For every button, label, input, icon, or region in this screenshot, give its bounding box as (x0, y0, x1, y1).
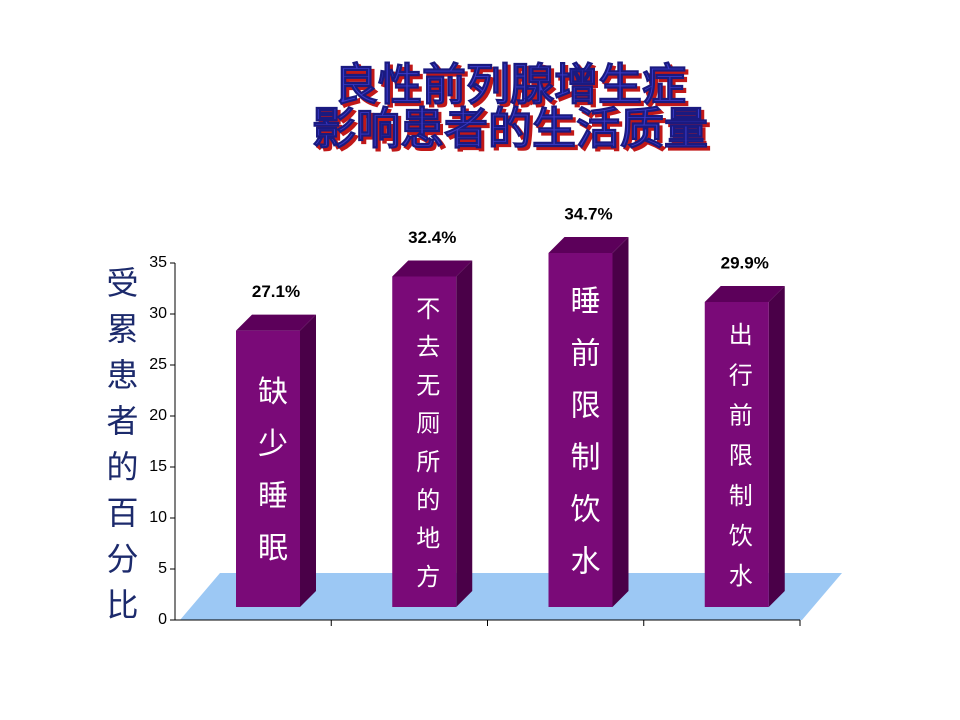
bar-face (704, 302, 769, 607)
y-tick-label: 10 (149, 509, 167, 526)
floor (180, 573, 842, 620)
y-axis-label: 受累患者的百分比 (102, 266, 140, 634)
bar-face (300, 314, 316, 607)
y-tick-label: 35 (149, 254, 167, 271)
bar-face (548, 237, 629, 254)
category-label: 不去无厕所的地方 (412, 296, 440, 602)
value-label: 32.4% (408, 228, 456, 247)
bar-face (548, 253, 613, 607)
chart-title: 影响患者的生活质量 (312, 105, 708, 154)
bar-face (392, 276, 457, 607)
category-label: 缺少睡眠 (252, 376, 288, 584)
y-tick-label: 5 (158, 560, 167, 577)
y-tick-label: 15 (149, 458, 167, 475)
y-tick-label: 0 (158, 611, 167, 628)
chart-title: 良性前列腺增生症 (334, 61, 686, 110)
bar-face (236, 314, 316, 331)
y-tick-label: 20 (149, 407, 167, 424)
bar-face (704, 286, 785, 303)
y-tick-label: 25 (149, 356, 167, 373)
bar-face (456, 260, 473, 607)
bar-face (768, 286, 785, 607)
bar-face (392, 260, 473, 277)
bar (548, 237, 629, 607)
category-label: 出行前限制饮水 (724, 322, 752, 603)
category-label: 睡前限制饮水 (565, 285, 601, 597)
value-label: 27.1% (252, 282, 300, 301)
value-label: 29.9% (721, 254, 769, 273)
bar-face (612, 237, 629, 607)
bar-face (236, 330, 300, 607)
y-tick-label: 30 (149, 305, 167, 322)
bar (704, 286, 785, 607)
value-label: 34.7% (564, 205, 612, 224)
bar (392, 260, 473, 607)
bar (236, 314, 316, 607)
